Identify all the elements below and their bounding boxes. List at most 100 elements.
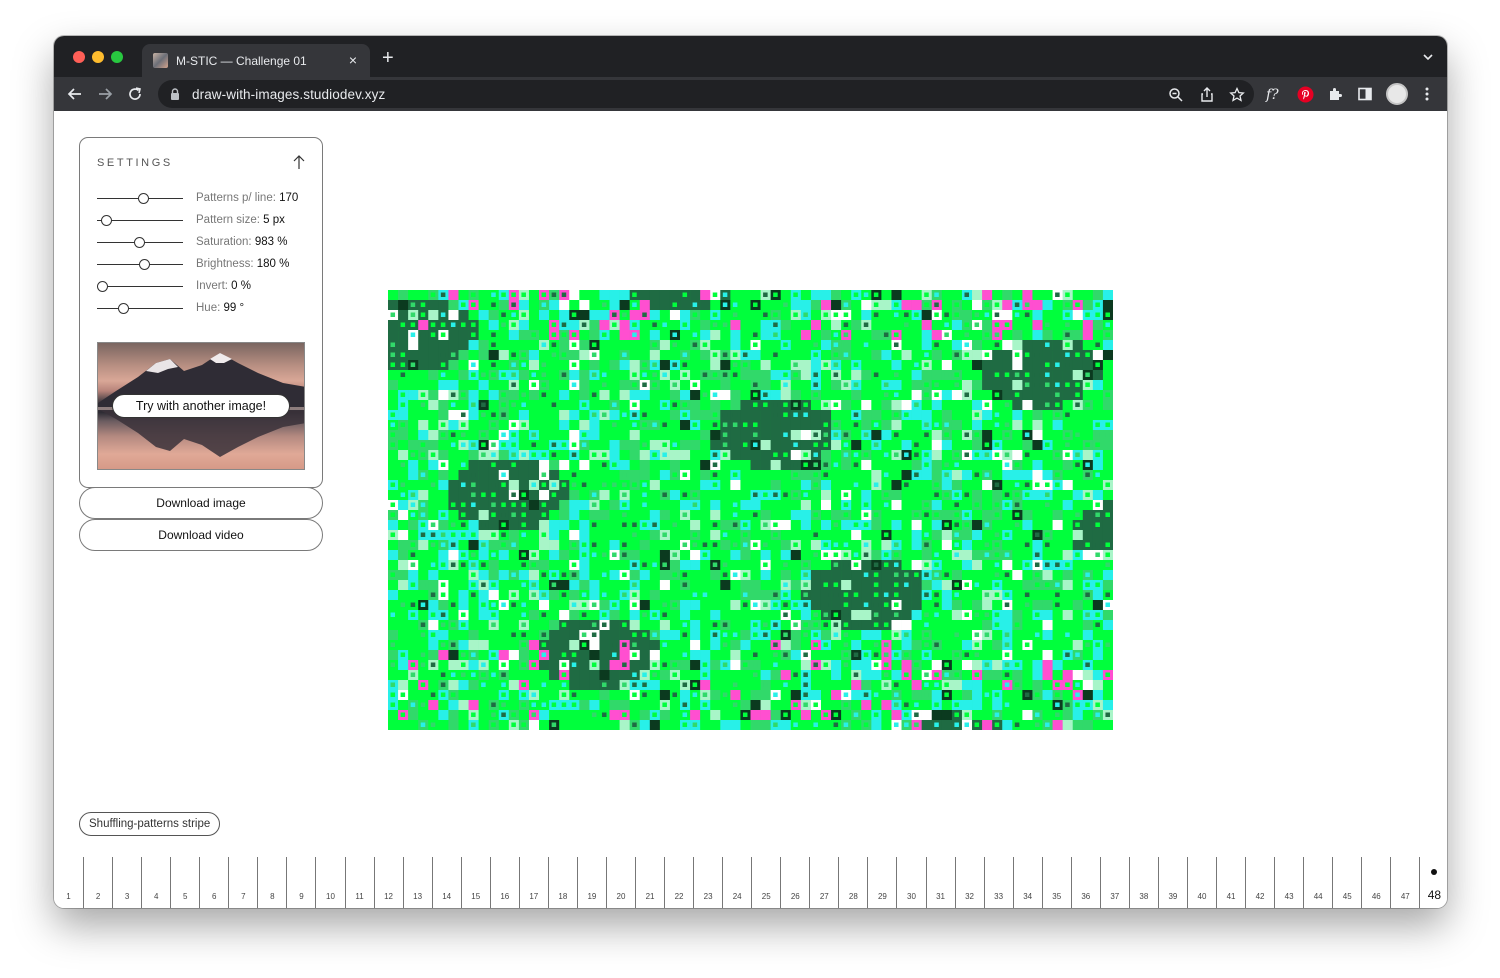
tab-close-icon[interactable]: × [348, 52, 358, 68]
zoom-icon[interactable] [1168, 87, 1184, 103]
slider-thumb[interactable] [97, 281, 108, 292]
new-tab-button[interactable]: + [382, 47, 394, 69]
stripe-frame-6[interactable]: 6 [199, 857, 228, 908]
stripe-frame-26[interactable]: 26 [780, 857, 809, 908]
minimize-window-button[interactable] [92, 51, 104, 63]
stripe-frame-40[interactable]: 40 [1186, 857, 1216, 908]
stripe-frame-number: 37 [1110, 892, 1120, 901]
stripe-frame-45[interactable]: 45 [1332, 857, 1361, 908]
stripe-frame-28[interactable]: 28 [838, 857, 867, 908]
stripe-frame-9[interactable]: 9 [286, 857, 315, 908]
stripe-frame-5[interactable]: 5 [170, 857, 199, 908]
stripe-frame-number: 28 [848, 892, 858, 901]
pinterest-icon[interactable] [1296, 85, 1314, 103]
stripe-frame-number: 9 [299, 892, 304, 901]
stripe-frame-44[interactable]: 44 [1303, 857, 1332, 908]
stripe-frame-29[interactable]: 29 [867, 857, 896, 908]
stripe-frame-39[interactable]: 39 [1157, 857, 1187, 908]
stripe-frame-20[interactable]: 20 [605, 857, 635, 908]
stripe-frame-number: 47 [1400, 892, 1410, 901]
forward-button[interactable] [95, 84, 115, 104]
close-window-button[interactable] [73, 51, 85, 63]
stripe-frame-33[interactable]: 33 [983, 857, 1013, 908]
slider-thumb[interactable] [133, 237, 145, 248]
stripe-frame-41[interactable]: 41 [1216, 857, 1245, 908]
stripe-frame-32[interactable]: 32 [954, 857, 984, 908]
brightness-slider[interactable]: Brightness: 180 % [97, 257, 317, 273]
stripe-frame-25[interactable]: 25 [751, 857, 780, 908]
download-image-button[interactable]: Download image [79, 487, 323, 519]
stripe-frame-23[interactable]: 23 [693, 857, 722, 908]
stripe-frame-47[interactable]: 47 [1390, 857, 1419, 908]
stripe-frame-19[interactable]: 19 [576, 857, 606, 908]
browser-menu-icon[interactable] [1418, 85, 1436, 103]
reload-button[interactable] [125, 84, 145, 104]
stripe-frame-38[interactable]: 38 [1128, 857, 1158, 908]
stripe-frame-17[interactable]: 17 [518, 857, 548, 908]
stripe-frame-21[interactable]: 21 [635, 857, 664, 908]
stripe-frame-1[interactable]: 1 [54, 857, 83, 908]
tab-search-chevron-icon[interactable] [1423, 52, 1433, 62]
lock-icon[interactable] [168, 87, 182, 101]
share-icon[interactable] [1199, 87, 1215, 103]
bookmark-star-icon[interactable] [1229, 87, 1245, 103]
stripe-frame-22[interactable]: 22 [664, 857, 693, 908]
stripe-frame-30[interactable]: 30 [896, 857, 925, 908]
settings-panel: SETTINGS Patterns p/ line: 170 Pattern s… [79, 137, 323, 488]
side-panel-icon[interactable] [1356, 85, 1374, 103]
slider-thumb[interactable] [118, 303, 129, 314]
stripe-frame-number: 2 [95, 892, 101, 901]
stripe-frame-43[interactable]: 43 [1274, 857, 1303, 908]
stripe-frame-24[interactable]: 24 [722, 857, 751, 908]
zoom-window-button[interactable] [111, 51, 123, 63]
fonts-extension-icon[interactable]: f? [1265, 85, 1283, 103]
stripe-frame-37[interactable]: 37 [1099, 857, 1129, 908]
extensions-puzzle-icon[interactable] [1326, 85, 1344, 103]
url-text[interactable]: draw-with-images.studiodev.xyz [192, 86, 386, 102]
stripe-frame-8[interactable]: 8 [257, 857, 286, 908]
stripe-frame-2[interactable]: 2 [83, 857, 112, 908]
slider-thumb[interactable] [139, 259, 150, 270]
tab-title: M-STIC — Challenge 01 [176, 53, 307, 68]
stripe-frame-15[interactable]: 15 [460, 857, 490, 908]
stripe-frame-number: 17 [529, 892, 539, 901]
stripe-frame-10[interactable]: 10 [315, 857, 344, 908]
patterns-per-line-slider[interactable]: Patterns p/ line: 170 [97, 191, 317, 207]
address-bar[interactable]: draw-with-images.studiodev.xyz [158, 80, 1254, 108]
arrow-up-icon[interactable] [292, 154, 306, 170]
stripe-frame-27[interactable]: 27 [809, 857, 838, 908]
stripe-frame-11[interactable]: 11 [344, 857, 374, 908]
stripe-frame-number: 30 [907, 892, 916, 901]
stripe-frame-4[interactable]: 4 [141, 857, 170, 908]
stripe-frame-31[interactable]: 31 [925, 857, 955, 908]
stripe-frame-48[interactable]: 48 [1419, 857, 1447, 908]
invert-slider[interactable]: Invert: 0 % [97, 279, 317, 295]
stripe-frame-35[interactable]: 35 [1041, 857, 1071, 908]
pattern-artwork [388, 290, 1113, 730]
stripe-frame-3[interactable]: 3 [112, 857, 141, 908]
hue-slider[interactable]: Hue: 99 ° [97, 301, 317, 317]
pattern-size-slider[interactable]: Pattern size: 5 px [97, 213, 317, 229]
stripe-frame-18[interactable]: 18 [547, 857, 577, 908]
stripe-frame-number: 25 [761, 892, 771, 901]
stripe-frame-16[interactable]: 16 [489, 857, 519, 908]
slider-thumb[interactable] [100, 215, 112, 226]
source-image-preview[interactable]: Try with another image! [97, 342, 305, 470]
browser-toolbar: draw-with-images.studiodev.xyz f? [54, 77, 1447, 111]
stripe-frame-36[interactable]: 36 [1070, 857, 1100, 908]
saturation-slider[interactable]: Saturation: 983 % [97, 235, 317, 251]
download-video-button[interactable]: Download video [79, 519, 323, 551]
slider-thumb[interactable] [138, 193, 150, 204]
profile-avatar[interactable] [1386, 83, 1408, 105]
stripe-frame-14[interactable]: 14 [431, 857, 461, 908]
stripe-frame-46[interactable]: 46 [1361, 857, 1390, 908]
stripe-frame-34[interactable]: 34 [1012, 857, 1042, 908]
stripe-frame-13[interactable]: 13 [402, 857, 432, 908]
back-button[interactable] [65, 84, 85, 104]
stripe-frame-7[interactable]: 7 [228, 857, 257, 908]
try-another-image-button[interactable]: Try with another image! [112, 394, 290, 418]
browser-tab[interactable]: M-STIC — Challenge 01 × [142, 44, 370, 77]
stripe-frame-12[interactable]: 12 [373, 857, 403, 908]
stripe-frame-42[interactable]: 42 [1245, 857, 1274, 908]
stripe-frame-number: 10 [326, 892, 335, 901]
